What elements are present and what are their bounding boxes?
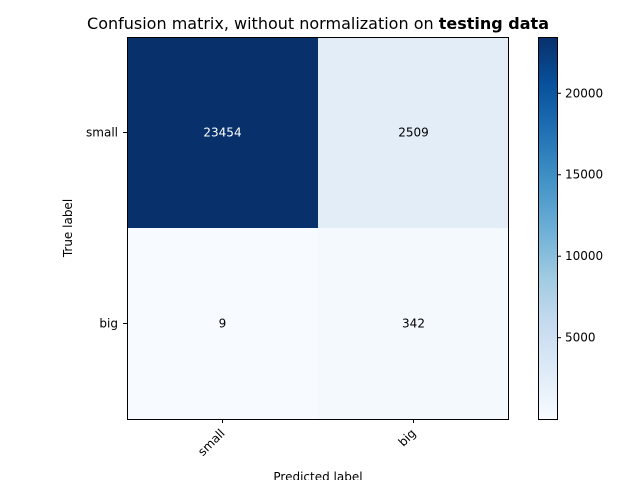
chart-title: Confusion matrix, without normalization … <box>87 14 549 33</box>
heatmap-cell-small-big <box>318 37 509 228</box>
colorbar-tick-label: 15000 <box>565 168 603 182</box>
heatmap-cell-big-small <box>127 228 318 419</box>
colorbar-ticks: 5000 10000 15000 20000 <box>557 86 603 345</box>
y-tick-label: small <box>86 126 118 140</box>
chart-title-prefix: Confusion matrix, without normalization … <box>87 14 439 33</box>
colorbar <box>538 37 557 419</box>
y-axis-ticks: small big <box>86 126 127 331</box>
chart-title-emphasis: testing data <box>439 14 549 33</box>
colorbar-tick-label: 10000 <box>565 249 603 263</box>
heatmap-cell-labels: 23454 2509 9 342 <box>203 126 428 331</box>
plot-frame <box>127 37 509 420</box>
x-axis-label: Predicted label <box>273 470 362 480</box>
y-axis-label: True label <box>61 199 75 258</box>
x-axis-ticks: small big <box>195 419 419 459</box>
y-tick-label: big <box>99 317 118 331</box>
colorbar-tick-label: 20000 <box>565 86 603 100</box>
cell-value-label: 9 <box>219 317 227 331</box>
cell-value-label: 342 <box>402 317 425 331</box>
cell-value-label: 2509 <box>398 126 429 140</box>
heatmap-cells <box>127 37 509 419</box>
x-tick-label: big <box>396 426 419 449</box>
cell-value-label: 23454 <box>203 126 241 140</box>
x-tick-label: small <box>195 426 228 459</box>
heatmap-cell-big-big <box>318 228 509 419</box>
colorbar-tick-label: 5000 <box>565 331 596 345</box>
colorbar-frame <box>538 37 558 420</box>
heatmap-cell-small-small <box>127 37 318 228</box>
